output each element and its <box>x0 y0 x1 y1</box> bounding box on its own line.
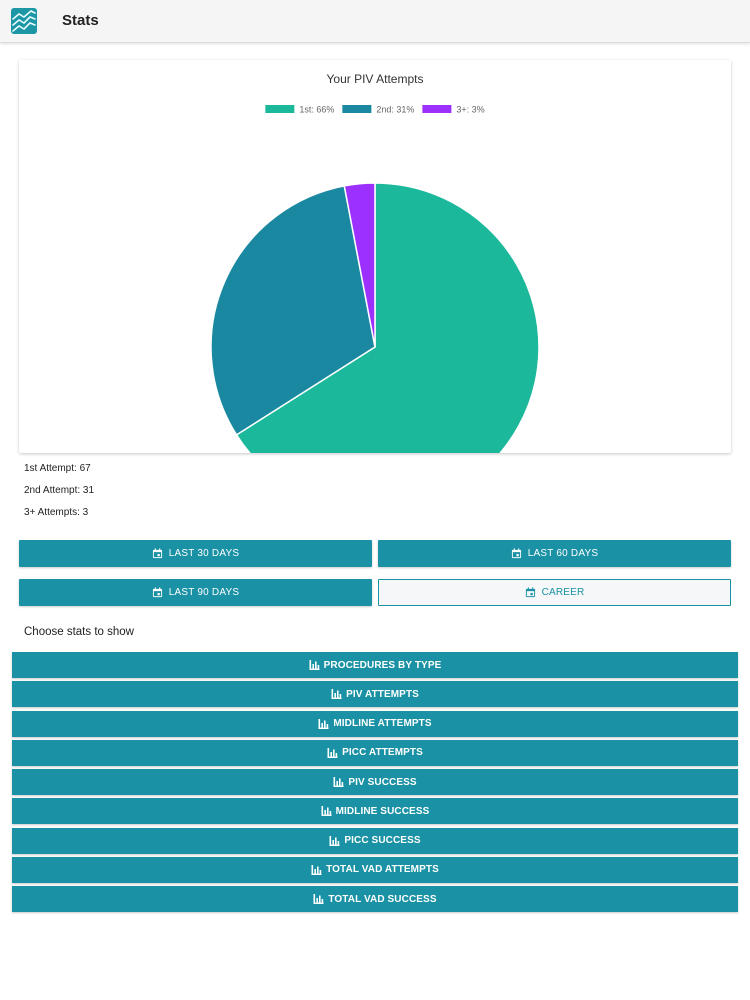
range-button-last-90-days[interactable]: LAST 90 DAYS <box>19 579 372 606</box>
calendar-icon <box>152 587 162 598</box>
range-button-last-60-days[interactable]: LAST 60 DAYS <box>378 540 731 567</box>
stat-button-label: PROCEDURES BY TYPE <box>323 659 442 671</box>
stat-button-label: TOTAL VAD ATTEMPTS <box>326 864 439 876</box>
legend-swatch <box>422 105 452 113</box>
legend-item-2[interactable]: 3+: 3% <box>422 105 485 115</box>
stat-button-label: MIDLINE SUCCESS <box>335 805 430 817</box>
choose-stats-label: Choose stats to show <box>24 626 134 638</box>
legend-label: 3+: 3% <box>456 105 484 115</box>
bar-chart-icon <box>321 806 332 817</box>
summary-first-attempt: 1st Attempt: 67 <box>24 463 91 474</box>
chart-title: Your PIV Attempts <box>326 72 424 86</box>
stat-button-label: PIV ATTEMPTS <box>346 688 419 700</box>
summary-third-attempts: 3+ Attempts: 3 <box>24 507 89 518</box>
pie-chart: 1st: 66% 2nd: 31% 3+: 3% <box>210 105 540 453</box>
stat-button-picc-attempts[interactable]: PICC ATTEMPTS <box>12 739 738 766</box>
legend-item-0[interactable]: 1st: 66% <box>265 105 334 115</box>
legend-swatch <box>342 105 372 113</box>
bar-chart-icon <box>309 660 320 670</box>
pie-slice-1[interactable] <box>210 185 376 436</box>
stat-button-label: TOTAL VAD SUCCESS <box>328 893 437 905</box>
range-button-career[interactable]: CAREER <box>378 579 731 606</box>
pie-slice-2[interactable] <box>343 182 376 348</box>
bar-chart-icon <box>311 864 322 875</box>
stat-button-procedures-by-type[interactable]: PROCEDURES BY TYPE <box>12 652 738 678</box>
range-button-last-30-days[interactable]: LAST 30 DAYS <box>19 540 372 567</box>
calendar-icon <box>525 587 535 598</box>
app-bar: Stats <box>0 0 750 43</box>
range-button-label: LAST 30 DAYS <box>168 548 240 559</box>
legend-label: 1st: 66% <box>299 105 334 115</box>
stat-button-midline-attempts[interactable]: MIDLINE ATTEMPTS <box>12 710 738 737</box>
chart-card: Your PIV Attempts 1st: 66% 2nd: 31% 3+: 3% <box>19 60 731 453</box>
bar-chart-icon <box>331 689 342 700</box>
stat-button-label: PIV SUCCESS <box>348 776 417 788</box>
bar-chart-icon <box>318 718 329 729</box>
calendar-icon <box>152 548 162 559</box>
legend-item-1[interactable]: 2nd: 31% <box>342 105 414 115</box>
stat-button-piv-attempts[interactable]: PIV ATTEMPTS <box>12 681 738 708</box>
stat-button-label: PICC ATTEMPTS <box>342 747 423 759</box>
stat-button-piv-success[interactable]: PIV SUCCESS <box>12 769 738 795</box>
pie-slice-0[interactable] <box>235 182 540 453</box>
range-button-label: LAST 90 DAYS <box>168 587 240 598</box>
legend-swatch <box>265 105 295 113</box>
stat-button-label: PICC SUCCESS <box>344 835 421 846</box>
summary-second-attempt: 2nd Attempt: 31 <box>24 485 95 496</box>
calendar-icon <box>511 548 521 559</box>
bar-chart-icon <box>329 835 340 846</box>
trend-chart-icon <box>11 8 37 34</box>
bar-chart-icon <box>327 747 338 758</box>
page-title: Stats <box>62 12 99 29</box>
stat-button-picc-success[interactable]: PICC SUCCESS <box>12 827 738 854</box>
bar-chart-icon <box>313 894 324 904</box>
range-button-label: CAREER <box>541 587 585 598</box>
stat-button-label: MIDLINE ATTEMPTS <box>333 718 432 729</box>
stat-button-total-vad-attempts[interactable]: TOTAL VAD ATTEMPTS <box>12 856 738 883</box>
legend-label: 2nd: 31% <box>376 105 414 115</box>
stat-button-midline-success[interactable]: MIDLINE SUCCESS <box>12 798 738 825</box>
bar-chart-icon <box>333 777 344 787</box>
range-button-label: LAST 60 DAYS <box>527 548 599 559</box>
stat-button-total-vad-success[interactable]: TOTAL VAD SUCCESS <box>12 886 738 912</box>
